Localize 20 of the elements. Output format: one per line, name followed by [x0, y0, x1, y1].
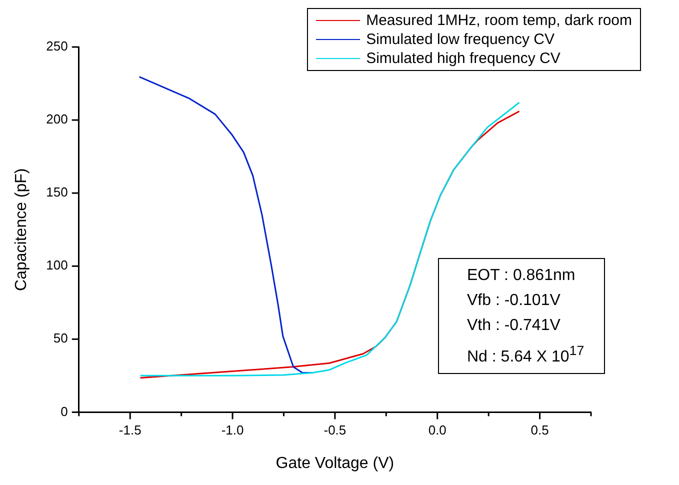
x-axis-title: Gate Voltage (V): [276, 454, 394, 472]
y-tick-label: 0: [60, 404, 68, 419]
y-tick-label: 250: [46, 38, 68, 54]
annotation: Vfb : -0.101V: [467, 291, 562, 311]
x-tick-label: -1.5: [118, 422, 142, 438]
annotation: Vth : -0.741V: [467, 316, 562, 336]
annotation: EOT : 0.861nm: [467, 266, 576, 286]
y-tick-label: 100: [46, 258, 68, 273]
y-tick-label: 50: [53, 330, 68, 346]
legend-label: Simulated high frequency CV: [366, 50, 560, 67]
x-tick-label: 0.0: [428, 422, 446, 438]
y-tick-label: 200: [46, 112, 68, 127]
y-tick-label: 150: [46, 184, 68, 200]
annotation: Nd : 5.64 X 10$^{17}$: [467, 342, 584, 368]
x-tick-label: -0.5: [324, 422, 346, 438]
x-tick-label: -1.0: [221, 422, 244, 438]
legend-label: Measured 1MHz, room temp, dark room: [366, 12, 632, 29]
legend-label: Simulated low frequency CV: [366, 31, 555, 48]
y-axis-title: Capacitence (pF): [13, 168, 30, 291]
x-tick-label: 0.5: [530, 422, 549, 438]
